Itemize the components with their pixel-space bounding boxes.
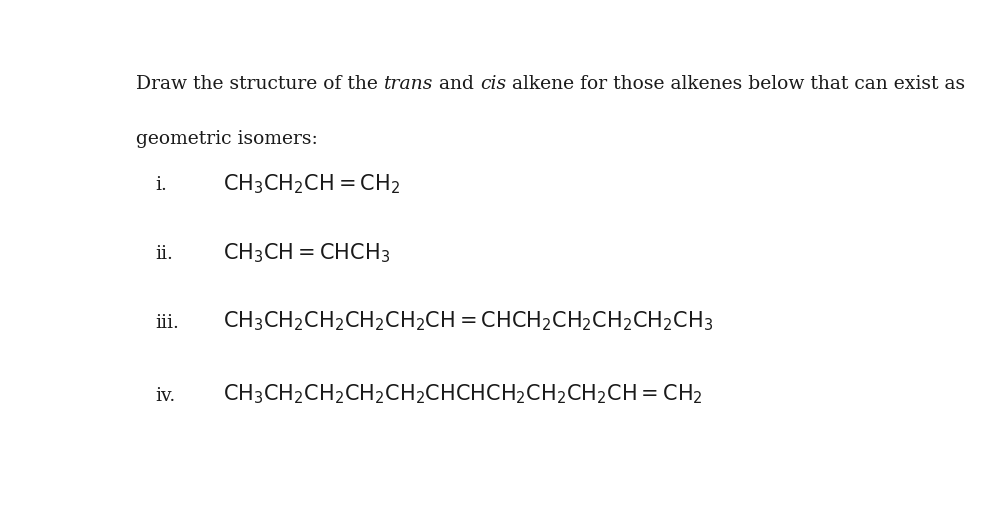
Text: i.: i. bbox=[155, 176, 167, 194]
Text: trans: trans bbox=[383, 75, 434, 93]
Text: $\mathrm{CH_3CH_2CH_2CH_2CH_2CHCHCH_2CH_2CH_2CH{=}CH_2}$: $\mathrm{CH_3CH_2CH_2CH_2CH_2CHCHCH_2CH_… bbox=[223, 383, 703, 406]
Text: cis: cis bbox=[480, 75, 506, 93]
Text: alkene for those alkenes below that can exist as: alkene for those alkenes below that can … bbox=[506, 75, 966, 93]
Text: iii.: iii. bbox=[155, 314, 179, 332]
Text: Draw the structure of the: Draw the structure of the bbox=[136, 75, 383, 93]
Text: geometric isomers:: geometric isomers: bbox=[136, 130, 318, 148]
Text: $\mathrm{CH_3CH_2CH{=}CH_2}$: $\mathrm{CH_3CH_2CH{=}CH_2}$ bbox=[223, 172, 400, 196]
Text: ii.: ii. bbox=[155, 245, 173, 263]
Text: $\mathrm{CH_3CH{=}CHCH_3}$: $\mathrm{CH_3CH{=}CHCH_3}$ bbox=[223, 241, 390, 265]
Text: iv.: iv. bbox=[155, 386, 176, 405]
Text: and: and bbox=[434, 75, 480, 93]
Text: $\mathrm{CH_3CH_2CH_2CH_2CH_2CH{=}CHCH_2CH_2CH_2CH_2CH_3}$: $\mathrm{CH_3CH_2CH_2CH_2CH_2CH{=}CHCH_2… bbox=[223, 310, 713, 333]
